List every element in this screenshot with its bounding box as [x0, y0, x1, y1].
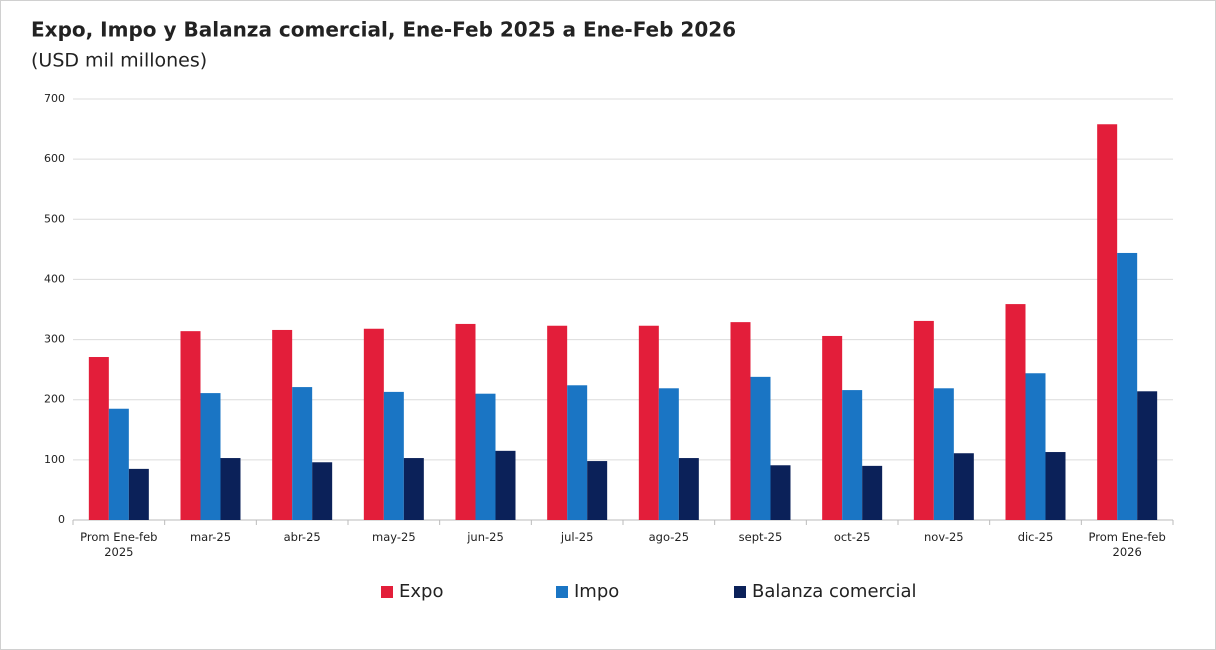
x-tick-label: Prom Ene-feb 2025 [80, 530, 158, 559]
bar [292, 387, 313, 520]
bar [312, 462, 333, 520]
bar [842, 390, 863, 520]
x-tick-label: abr-25 [283, 530, 321, 544]
y-tick-label: 200 [44, 393, 65, 406]
x-tick-label: mar-25 [189, 530, 232, 544]
bar [1025, 373, 1046, 520]
bar [862, 465, 883, 520]
x-tick-label: Prom Ene-feb 2026 [1088, 530, 1166, 559]
bar [678, 458, 699, 520]
y-tick-label: 500 [44, 212, 65, 225]
legend-swatch [734, 586, 746, 598]
legend-swatch [556, 586, 568, 598]
legend-label: Balanza comercial [752, 581, 916, 602]
x-tick-label: nov-25 [924, 530, 964, 544]
bar [953, 453, 974, 520]
x-tick-label: ago-25 [648, 530, 690, 544]
bar [1045, 452, 1066, 520]
bar [1097, 124, 1118, 520]
bar [200, 393, 221, 520]
bar [272, 329, 293, 520]
bar [822, 335, 843, 520]
bar [587, 461, 608, 520]
bar [363, 328, 384, 520]
bar [658, 388, 679, 520]
x-tick-label: sept-25 [738, 530, 783, 544]
bar [88, 357, 109, 520]
bar [933, 388, 954, 520]
chart-subtitle: (USD mil millones) [31, 50, 207, 72]
y-tick-label: 600 [44, 152, 65, 165]
x-tick-label: jul-25 [560, 530, 594, 544]
y-tick-label: 400 [44, 272, 65, 285]
bar [638, 325, 659, 520]
bar [1117, 252, 1138, 521]
bar [913, 320, 934, 520]
x-tick-label: jun-25 [467, 530, 504, 544]
y-tick-label: 700 [44, 92, 65, 105]
bar [128, 468, 149, 520]
bar [730, 322, 751, 520]
legend-label: Expo [399, 581, 443, 602]
legend-label: Impo [574, 581, 619, 602]
legend-swatch [381, 586, 393, 598]
bar [750, 376, 771, 520]
x-tick-label: oct-25 [833, 530, 871, 544]
bar [455, 323, 476, 520]
bar [383, 391, 404, 520]
bar [180, 331, 201, 520]
bar [1137, 391, 1158, 520]
bar [475, 393, 496, 520]
bar [1005, 304, 1026, 520]
bar [567, 385, 588, 520]
bar [770, 465, 791, 520]
bar [495, 450, 516, 520]
bar [403, 458, 424, 520]
bar [220, 458, 241, 520]
x-tick-label: dic-25 [1017, 530, 1054, 544]
y-tick-label: 100 [44, 453, 65, 466]
y-tick-label: 0 [58, 513, 65, 526]
y-tick-label: 300 [44, 333, 65, 346]
bar [547, 325, 568, 520]
x-tick-label: may-25 [372, 530, 416, 544]
chart-title: Expo, Impo y Balanza comercial, Ene-Feb … [31, 18, 736, 42]
bar [108, 408, 129, 520]
